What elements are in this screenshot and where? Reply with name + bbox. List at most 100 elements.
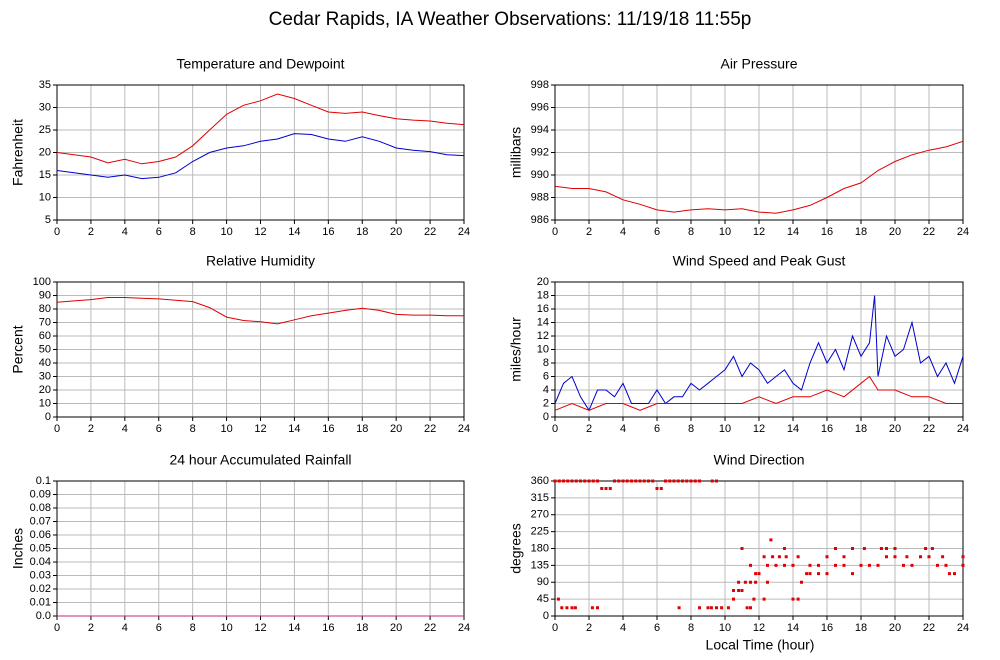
x-tick-label: 16 — [322, 423, 334, 435]
point — [566, 479, 570, 483]
y-tick-label: 135 — [531, 559, 549, 571]
series-line — [56, 133, 465, 180]
point — [583, 479, 587, 483]
x-tick-label: 4 — [620, 622, 626, 634]
point — [919, 555, 922, 559]
y-axis-label: miles/hour — [508, 317, 524, 382]
plot-frame — [56, 281, 465, 418]
y-tick-label: 998 — [531, 79, 549, 91]
point — [613, 479, 616, 483]
y-tick-label: 992 — [531, 146, 549, 158]
x-tick-label: 2 — [586, 423, 592, 435]
y-tick-label: 988 — [531, 191, 549, 203]
y-tick-label: 5 — [45, 214, 51, 226]
y-tick-label: 100 — [33, 276, 51, 288]
x-tick-label: 18 — [855, 423, 867, 435]
series-line — [56, 93, 465, 165]
point — [941, 555, 945, 559]
y-tick-label: 6 — [543, 370, 549, 382]
point — [902, 563, 905, 567]
series-line — [554, 140, 964, 214]
x-tick-label: 18 — [855, 622, 867, 634]
point — [791, 597, 795, 601]
y-axis-label: degrees — [508, 523, 524, 574]
series-line — [554, 375, 963, 411]
point — [825, 555, 829, 559]
x-tick-label: 8 — [190, 423, 196, 435]
x-tick-label: 10 — [220, 423, 232, 435]
point — [737, 589, 741, 592]
series-line — [56, 297, 464, 325]
y-axis-label: millibars — [508, 127, 524, 178]
x-tick-label: 0 — [54, 226, 60, 238]
point — [562, 479, 565, 483]
y-tick-label: 360 — [531, 475, 549, 487]
point — [625, 479, 629, 483]
y-axis-label: Fahrenheit — [10, 119, 26, 186]
point — [805, 572, 809, 576]
x-tick-label: 24 — [458, 226, 470, 238]
subplot-title: Wind Speed and Peak Gust — [673, 253, 846, 269]
x-tick-label: 24 — [957, 226, 969, 238]
point — [617, 479, 621, 483]
point — [570, 606, 574, 610]
point — [689, 479, 693, 483]
x-tick-label: 6 — [156, 423, 162, 435]
x-tick-label: 18 — [356, 622, 368, 634]
x-tick-label: 8 — [688, 423, 694, 435]
point — [715, 606, 718, 610]
x-tick-label: 20 — [889, 226, 901, 238]
point — [672, 479, 676, 483]
point — [647, 479, 650, 483]
point — [771, 555, 775, 559]
x-tick-label: 16 — [322, 226, 334, 238]
point — [668, 479, 672, 483]
x-tick-label: 20 — [889, 423, 901, 435]
x-tick-label: 6 — [156, 622, 162, 634]
x-tick-label: 4 — [620, 423, 626, 435]
y-tick-label: 0.0 — [36, 610, 51, 622]
y-tick-label: 0 — [45, 411, 51, 423]
point — [859, 563, 863, 567]
y-tick-label: 0.03 — [30, 569, 51, 581]
point — [630, 479, 633, 483]
point — [553, 479, 557, 483]
point — [715, 479, 718, 483]
y-tick-label: 225 — [531, 526, 549, 538]
subplot-title: Temperature and Dewpoint — [176, 56, 344, 72]
y-tick-label: 996 — [531, 101, 549, 113]
point — [720, 606, 724, 610]
point — [710, 479, 714, 483]
x-tick-label: 14 — [787, 622, 799, 634]
y-tick-label: 0 — [543, 411, 549, 423]
point — [651, 479, 655, 483]
x-tick-label: 20 — [390, 423, 402, 435]
point — [851, 547, 854, 550]
point — [565, 606, 569, 610]
point — [740, 589, 744, 592]
point — [796, 555, 800, 559]
page-title: Cedar Rapids, IA Weather Observations: 1… — [269, 9, 752, 30]
point — [762, 597, 766, 601]
point — [834, 547, 837, 550]
y-tick-label: 2 — [543, 397, 549, 409]
y-tick-label: 986 — [531, 214, 549, 226]
point — [862, 547, 866, 550]
point — [754, 580, 758, 584]
point — [817, 572, 820, 576]
x-tick-label: 0 — [552, 226, 558, 238]
y-tick-label: 20 — [39, 384, 51, 396]
point — [834, 563, 837, 567]
point — [796, 597, 800, 601]
point — [676, 479, 680, 483]
point — [879, 547, 883, 550]
point — [910, 563, 914, 567]
x-tick-label: 12 — [753, 226, 765, 238]
point — [749, 606, 752, 610]
y-tick-label: 990 — [531, 169, 549, 181]
point — [732, 589, 735, 592]
x-tick-label: 12 — [254, 226, 266, 238]
point — [762, 555, 766, 559]
point — [930, 547, 934, 550]
